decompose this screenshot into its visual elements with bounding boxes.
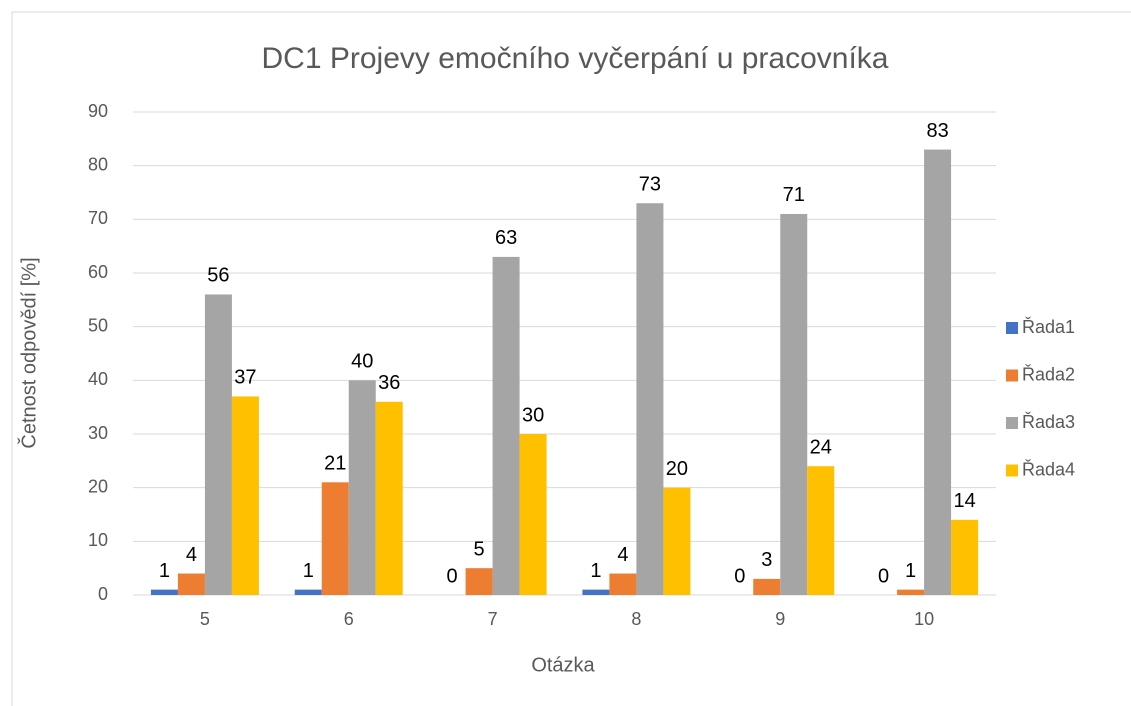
bar [375, 401, 403, 595]
y-tick-label: 20 [88, 476, 108, 496]
x-tick-label: 5 [200, 609, 210, 629]
legend-label: Řada4 [1022, 459, 1075, 479]
x-tick-label: 7 [488, 609, 498, 629]
bar [348, 380, 376, 595]
data-label: 73 [639, 174, 661, 196]
data-label: 40 [351, 351, 373, 373]
y-axis-label: Četnost odpovědí [%] [17, 257, 40, 448]
data-label: 56 [207, 265, 229, 287]
bar [492, 256, 520, 595]
data-label: 71 [783, 184, 805, 206]
y-tick-label: 0 [98, 584, 108, 604]
bar [465, 568, 493, 595]
y-tick-label: 70 [88, 208, 108, 228]
bar [636, 203, 664, 595]
y-tick-label: 80 [88, 154, 108, 174]
bar [807, 466, 835, 595]
bar [780, 213, 808, 595]
data-label: 1 [905, 560, 916, 582]
data-label: 0 [447, 565, 458, 587]
bar [582, 589, 610, 595]
bar [321, 482, 349, 595]
bar [204, 294, 232, 595]
bar [924, 149, 952, 596]
data-label: 83 [926, 120, 948, 142]
x-tick-label: 10 [914, 609, 934, 629]
legend-swatch [1006, 369, 1018, 382]
y-tick-label: 90 [88, 101, 108, 121]
data-label: 4 [617, 544, 628, 566]
data-label: 37 [234, 367, 256, 389]
y-tick-label: 40 [88, 369, 108, 389]
bar [519, 434, 547, 595]
data-label: 36 [378, 372, 400, 394]
data-label: 4 [186, 544, 197, 566]
bar [897, 589, 925, 595]
bar [753, 578, 781, 595]
legend-label: Řada1 [1022, 317, 1075, 337]
y-tick-label: 30 [88, 423, 108, 443]
data-label: 30 [522, 404, 544, 426]
y-tick-label: 10 [88, 530, 108, 550]
data-label: 1 [159, 560, 170, 582]
legend-label: Řada3 [1022, 412, 1075, 432]
bar [231, 396, 259, 595]
legend-swatch [1006, 322, 1018, 334]
data-label: 0 [734, 565, 745, 587]
data-label: 20 [666, 458, 688, 480]
bar [609, 573, 637, 595]
data-label: 1 [590, 560, 601, 582]
y-tick-label: 50 [88, 315, 108, 335]
x-tick-label: 8 [631, 609, 641, 629]
chart-title: DC1 Projevy emočního vyčerpání u pracovn… [262, 42, 889, 75]
legend-swatch [1006, 417, 1018, 429]
x-tick-label: 6 [344, 609, 354, 629]
bar [294, 589, 322, 595]
data-label: 3 [761, 549, 772, 571]
bar [663, 487, 691, 595]
legend-label: Řada2 [1022, 364, 1075, 384]
legend-swatch [1006, 464, 1018, 477]
x-tick-label: 9 [775, 609, 785, 629]
x-axis-label: Otázka [531, 654, 595, 676]
bar [177, 573, 205, 595]
chart-border [11, 11, 1131, 706]
data-label: 1 [303, 560, 314, 582]
data-label: 5 [474, 538, 485, 560]
data-label: 14 [953, 490, 975, 512]
bar [150, 589, 178, 595]
data-label: 0 [878, 565, 889, 587]
data-label: 21 [324, 453, 346, 475]
bar [951, 519, 979, 595]
data-label: 63 [495, 227, 517, 249]
y-tick-label: 60 [88, 262, 108, 282]
data-label: 24 [810, 436, 832, 458]
